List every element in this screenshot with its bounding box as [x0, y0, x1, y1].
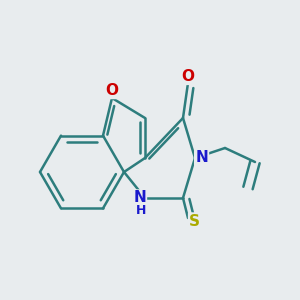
Text: H: H: [136, 203, 146, 217]
Text: N: N: [133, 190, 146, 206]
Text: O: O: [106, 83, 118, 98]
Text: N: N: [195, 151, 208, 166]
Text: O: O: [182, 69, 194, 84]
Text: S: S: [189, 214, 200, 229]
